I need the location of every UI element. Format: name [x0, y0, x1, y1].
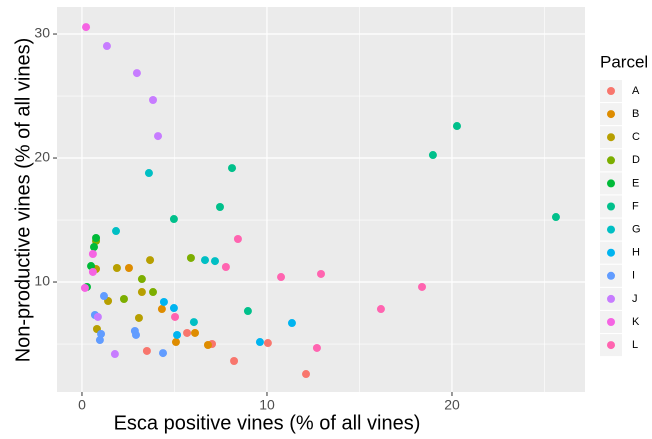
point [97, 329, 106, 338]
point [99, 292, 108, 301]
point [88, 249, 97, 258]
x-tick-label: 0 [78, 397, 86, 413]
point [287, 319, 296, 328]
point [255, 338, 264, 347]
legend-symbol [607, 341, 615, 350]
point [302, 370, 311, 379]
legend-label: F [632, 200, 639, 212]
legend-symbol [607, 156, 615, 165]
legend-label: I [632, 270, 635, 282]
point [183, 328, 192, 337]
legend-symbol [607, 87, 615, 95]
point [137, 275, 146, 284]
point [277, 273, 286, 282]
point [142, 346, 151, 355]
legend-label: A [632, 85, 640, 97]
legend-label: C [632, 131, 640, 143]
legend-symbol [607, 202, 615, 211]
y-axis-title: Non-productive vines (% of all vines) [12, 38, 34, 363]
point [95, 336, 104, 345]
point [149, 95, 158, 104]
point [146, 256, 155, 265]
point [80, 283, 89, 292]
point [169, 304, 178, 313]
x-axis-title: Esca positive vines (% of all vines) [114, 412, 421, 434]
y-tick-label: 30 [34, 25, 50, 41]
point [203, 341, 212, 350]
point [144, 169, 153, 178]
legend-symbol [607, 271, 615, 280]
legend-label: B [632, 108, 639, 120]
point [230, 357, 239, 366]
point [102, 42, 111, 51]
legend-label: D [632, 154, 640, 166]
point [186, 253, 195, 262]
legend-label: L [632, 339, 638, 351]
point [228, 164, 237, 173]
point [428, 151, 437, 160]
x-tick-label: 20 [444, 397, 460, 413]
point [243, 307, 252, 316]
point [82, 23, 91, 32]
point [159, 297, 168, 306]
legend-symbol [607, 179, 615, 188]
point [215, 203, 224, 212]
point [312, 343, 321, 352]
point [149, 288, 158, 297]
legend-symbol [607, 225, 615, 234]
legend-symbol [607, 110, 615, 119]
point [132, 69, 141, 78]
point [201, 256, 210, 265]
legend-symbol [607, 318, 615, 326]
point [210, 257, 219, 266]
point [171, 338, 180, 347]
legend-title: Parcel [600, 52, 648, 71]
point [159, 349, 168, 358]
point [551, 213, 560, 222]
point [93, 312, 102, 321]
legend-symbol [607, 294, 615, 303]
point [131, 330, 140, 339]
point [134, 313, 143, 322]
point [171, 312, 180, 321]
point [263, 339, 272, 348]
point [112, 264, 121, 273]
point [452, 122, 461, 131]
legend-label: G [632, 224, 641, 236]
point [233, 234, 242, 243]
x-tick-label: 10 [259, 397, 275, 413]
legend-label: H [632, 247, 640, 259]
point [154, 132, 163, 141]
y-tick-label: 10 [34, 273, 50, 289]
point [221, 263, 230, 272]
point [189, 318, 198, 327]
legend-label: J [632, 293, 638, 305]
point [137, 288, 146, 297]
point [110, 350, 119, 359]
point [124, 264, 133, 273]
panel [57, 7, 585, 392]
legend-symbol [607, 133, 615, 142]
point [376, 305, 385, 314]
point [173, 330, 182, 339]
point [92, 234, 101, 242]
legend-symbol [607, 248, 615, 257]
legend-label: E [632, 177, 639, 189]
y-tick-label: 20 [34, 149, 50, 165]
point [88, 267, 97, 276]
point [119, 295, 128, 304]
point [191, 328, 200, 337]
point [112, 227, 121, 236]
point [157, 305, 166, 314]
point [418, 282, 427, 291]
point [169, 215, 178, 224]
point [317, 269, 325, 278]
point [90, 243, 99, 252]
legend-label: K [632, 316, 640, 328]
